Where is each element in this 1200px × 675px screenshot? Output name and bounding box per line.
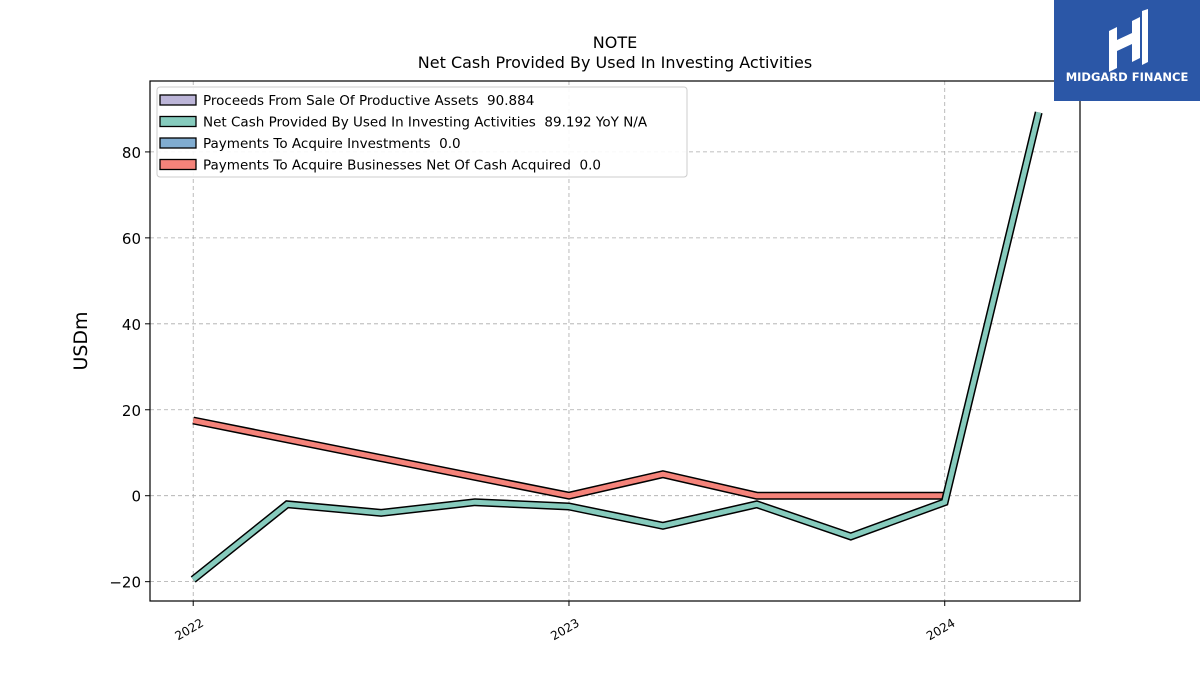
legend-swatch [159, 137, 197, 149]
y-tick-label: 40 [122, 316, 141, 334]
legend-swatch [159, 158, 197, 171]
logo-background [1054, 0, 1200, 101]
legend-swatch [159, 94, 197, 106]
chart-title-line1: NOTE [593, 33, 637, 52]
x-tick-label: 2023 [548, 616, 581, 643]
chart-title-line2: Net Cash Provided By Used In Investing A… [418, 53, 812, 72]
legend-box [156, 86, 688, 178]
plot-frame [149, 80, 1081, 602]
legend-label: Net Cash Provided By Used In Investing A… [203, 115, 648, 131]
x-tick-label: 2024 [924, 616, 957, 643]
y-tick-label: −20 [109, 574, 141, 592]
x-tick-label: 2022 [172, 616, 205, 643]
logo-text: MIDGARD FINANCE [1066, 70, 1189, 84]
series-lines [190, 111, 1043, 583]
legend-label: Proceeds From Sale Of Productive Assets … [203, 93, 534, 109]
logo-mark-icon [1109, 9, 1148, 72]
y-tick-label: 80 [122, 144, 141, 162]
y-axis-label: USDm [70, 311, 92, 370]
legend: Proceeds From Sale Of Productive Assets … [156, 86, 688, 178]
axes: −20 0 20 40 60 80 2022 2023 2024 [109, 144, 957, 643]
y-tick-label: 60 [122, 230, 141, 248]
y-tick-label: 20 [122, 402, 141, 420]
legend-swatch [159, 115, 197, 128]
y-tick-label: 0 [131, 488, 141, 506]
legend-label: Payments To Acquire Investments 0.0 [203, 136, 461, 152]
legend-label: Payments To Acquire Businesses Net Of Ca… [203, 158, 601, 174]
brand-logo: MIDGARD FINANCE [1054, 0, 1200, 101]
series-line [192, 418, 945, 499]
series-line [191, 111, 1042, 582]
